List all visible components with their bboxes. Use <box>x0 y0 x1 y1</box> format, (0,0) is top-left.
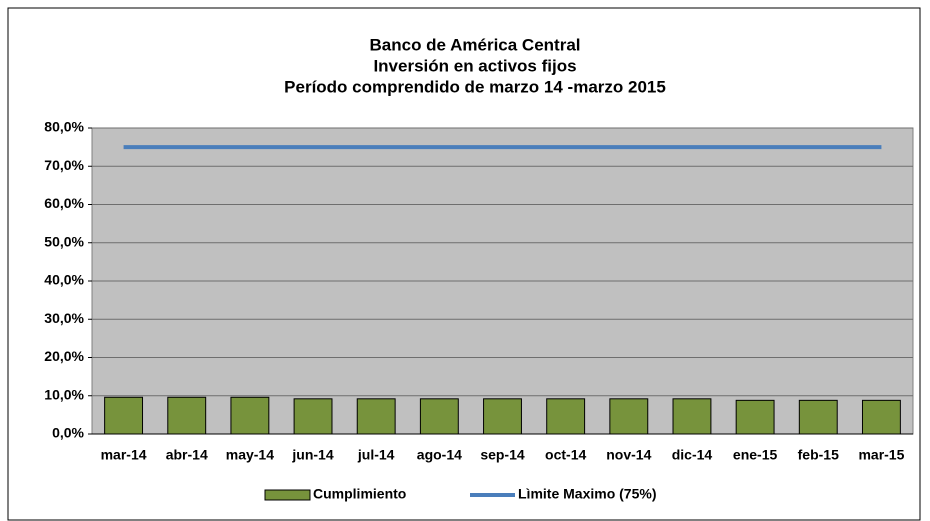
x-tick-label: jul-14 <box>357 447 395 463</box>
bar <box>419 398 459 435</box>
bar <box>861 399 901 435</box>
y-tick-label: 50,0% <box>44 233 84 249</box>
y-tick-label: 20,0% <box>44 348 84 364</box>
legend-label: Lìmite Maximo (75%) <box>518 486 656 502</box>
x-tick-label: nov-14 <box>606 447 651 463</box>
y-tick-label: 80,0% <box>44 119 84 135</box>
x-tick-label: ene-15 <box>733 447 778 463</box>
bar <box>483 398 522 435</box>
bar <box>104 396 144 435</box>
x-tick-label: dic-14 <box>672 447 713 463</box>
bar <box>546 398 586 435</box>
bar <box>356 398 396 435</box>
y-tick-label: 0,0% <box>52 425 84 441</box>
bar <box>167 396 207 435</box>
x-tick-label: ago-14 <box>417 447 462 463</box>
y-tick-label: 40,0% <box>44 272 84 288</box>
legend-label: Cumplimiento <box>313 486 406 502</box>
x-tick-label: jun-14 <box>291 447 333 463</box>
x-tick-label: oct-14 <box>545 447 586 463</box>
y-tick-label: 70,0% <box>44 157 84 173</box>
x-tick-label: sep-14 <box>480 447 525 463</box>
chart-title: Inversión en activos fijos <box>373 56 576 75</box>
bar <box>735 399 775 435</box>
x-tick-label: may-14 <box>226 447 274 463</box>
x-tick-label: mar-14 <box>101 447 147 463</box>
x-tick-label: mar-15 <box>858 447 904 463</box>
y-tick-label: 30,0% <box>44 310 84 326</box>
y-tick-label: 10,0% <box>44 386 84 402</box>
bar <box>293 398 333 435</box>
bar <box>609 398 649 435</box>
y-tick-label: 60,0% <box>44 195 84 211</box>
chart-title: Período comprendido de marzo 14 -marzo 2… <box>284 77 666 96</box>
bar <box>798 399 838 435</box>
bar <box>672 398 712 435</box>
x-tick-label: feb-15 <box>798 447 839 463</box>
chart-title: Banco de América Central <box>370 35 581 54</box>
x-tick-label: abr-14 <box>166 447 208 463</box>
legend-swatch <box>264 489 311 501</box>
bar <box>230 396 270 435</box>
